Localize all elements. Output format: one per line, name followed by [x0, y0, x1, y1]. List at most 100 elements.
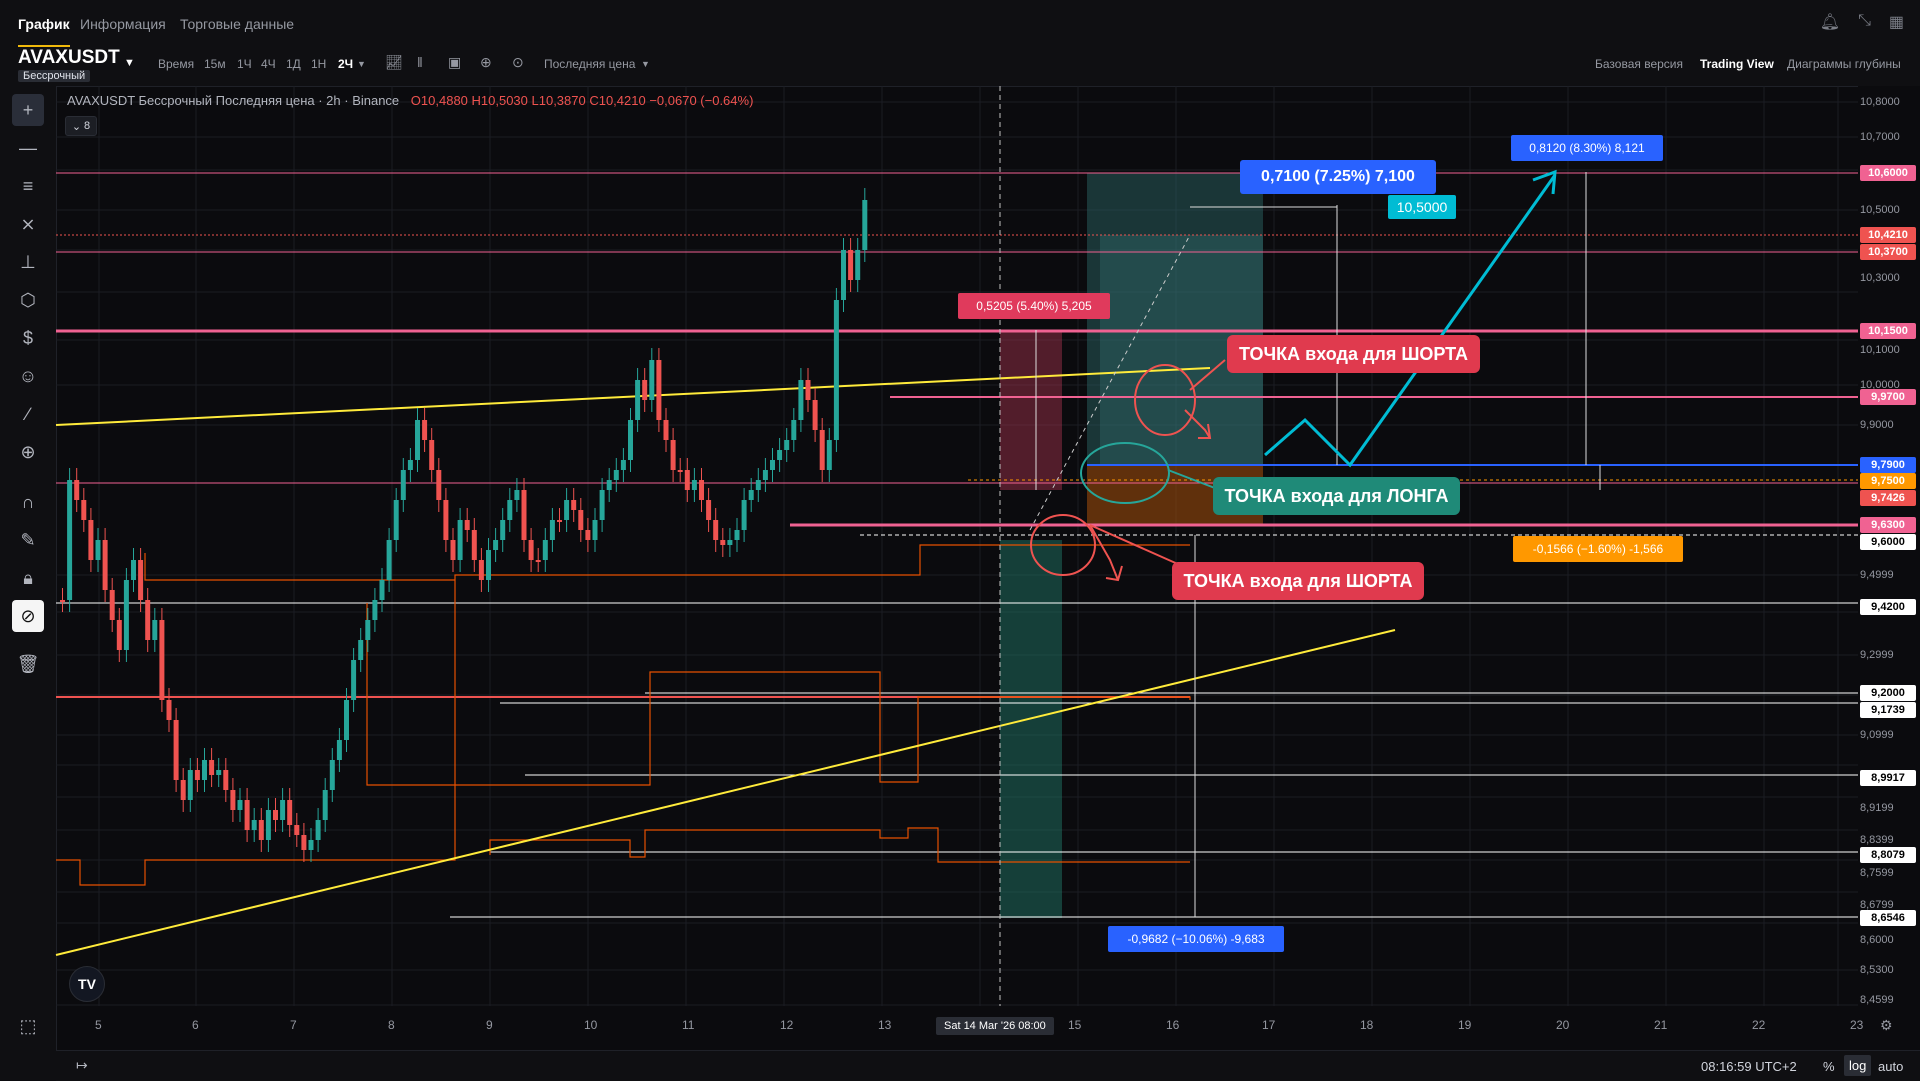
- indicator-count: 8: [84, 120, 91, 132]
- price-level-badge: 9,2000: [1860, 685, 1916, 701]
- interval-1w[interactable]: 1Н: [311, 57, 327, 71]
- interval-1h[interactable]: 1Ч: [237, 57, 252, 71]
- tab-trading-data[interactable]: Торговые данные: [180, 16, 295, 32]
- price-type-select[interactable]: Последняя цена: [544, 57, 636, 71]
- red-line-to-label-upper: [1189, 359, 1226, 391]
- pencil-lock-icon[interactable]: ✎: [20, 529, 36, 550]
- price-type-chevron-icon[interactable]: ▼: [641, 59, 650, 69]
- time-tick-label: 10: [584, 1018, 598, 1032]
- chevron-down-icon[interactable]: ▼: [124, 57, 135, 69]
- candle: [95, 528, 101, 572]
- candle: [422, 408, 428, 452]
- candle: [365, 608, 371, 652]
- interval-chevron-icon[interactable]: ▼: [357, 59, 366, 69]
- magnet-icon[interactable]: ∩: [21, 491, 35, 512]
- log-toggle[interactable]: log: [1844, 1055, 1872, 1076]
- candle: [628, 408, 633, 472]
- candle: [159, 608, 165, 712]
- ruler-icon[interactable]: ∕: [26, 403, 30, 424]
- prediction-icon[interactable]: $: [22, 327, 33, 348]
- clock[interactable]: 08:16:59 UTC+2: [1701, 1059, 1797, 1074]
- hide-drawings-icon[interactable]: ⊘: [12, 600, 44, 632]
- candle: [60, 588, 65, 612]
- candle: [301, 823, 307, 862]
- view-basic[interactable]: Базовая версия: [1595, 57, 1683, 71]
- cyan-arrow-head: [1532, 169, 1557, 195]
- time-scale[interactable]: 5 6 7 8 9 10 11 12 13 15 16 17 18 19 20 21 22 23: [56, 1006, 1863, 1046]
- candle: [670, 428, 676, 482]
- long-entry-callout[interactable]: ТОЧКА входа для ЛОНГА: [1213, 477, 1460, 515]
- red-arrow-lower-head: [1105, 565, 1123, 582]
- pattern-icon[interactable]: ⨯: [20, 213, 36, 234]
- time-tick-label: 17: [1262, 1018, 1276, 1032]
- symbol-name[interactable]: AVAXUSDT: [18, 47, 120, 68]
- short-entry-callout-lower[interactable]: ТОЧКА входа для ШОРТА: [1172, 562, 1424, 600]
- time-tick-label: 6: [192, 1018, 199, 1032]
- candle: [606, 468, 612, 502]
- candle: [216, 758, 222, 787]
- price-level-badge: 9,1739: [1860, 702, 1916, 718]
- candles-icon[interactable]: ‖: [417, 54, 423, 70]
- candle: [656, 348, 662, 432]
- candle: [88, 508, 94, 572]
- yellow-trendline-upper: [55, 367, 1211, 426]
- time-tick-label: 23: [1850, 1018, 1864, 1032]
- trendline-icon[interactable]: —: [19, 137, 37, 158]
- time-tick-label: 7: [290, 1018, 297, 1032]
- candle: [578, 498, 584, 542]
- crosshair-icon[interactable]: +: [12, 94, 44, 126]
- zoom-icon[interactable]: ⊕: [20, 441, 36, 462]
- candle: [265, 798, 271, 852]
- short-entry-callout-upper[interactable]: ТОЧКА входа для ШОРТА: [1227, 335, 1480, 373]
- candle: [699, 468, 704, 512]
- candle: [677, 458, 683, 482]
- candle: [642, 368, 648, 412]
- time-label[interactable]: Время: [158, 57, 195, 71]
- orange-step-indicator-lower: [489, 827, 1190, 863]
- bell-icon[interactable]: 🔔︎: [1819, 14, 1841, 31]
- fib-icon[interactable]: ≡: [22, 175, 34, 196]
- add-icon[interactable]: ⊕: [480, 54, 492, 70]
- red-arrow-upper: [1184, 409, 1211, 439]
- interval-2h[interactable]: 2Ч: [338, 57, 354, 71]
- interval-1d[interactable]: 1Д: [286, 57, 301, 71]
- shapes-icon[interactable]: ⬡: [20, 289, 36, 310]
- candle: [755, 468, 761, 502]
- view-depth[interactable]: Диаграммы глубины: [1787, 57, 1901, 71]
- price-level-badge: 10,4210: [1860, 227, 1916, 243]
- candle: [599, 478, 605, 532]
- grid-icon[interactable]: ▦: [1888, 14, 1904, 31]
- camera-icon[interactable]: ▣: [448, 54, 462, 70]
- chart-legend: AVAXUSDT Бессрочный Последняя цена · 2h …: [67, 93, 753, 108]
- price-tick-label: 8,7599: [1860, 867, 1894, 879]
- emoji-icon[interactable]: ☺: [18, 365, 38, 386]
- candle: [81, 488, 87, 532]
- price-level-badge: 8,9917: [1860, 770, 1916, 786]
- view-tradingview[interactable]: Trading View: [1700, 57, 1774, 71]
- auto-toggle[interactable]: auto: [1878, 1059, 1904, 1074]
- measure-icon[interactable]: ⊥: [20, 251, 36, 272]
- goto-date-icon[interactable]: ↦: [76, 1057, 88, 1073]
- lock-icon[interactable]: 🔒︎: [23, 567, 33, 588]
- percent-toggle[interactable]: %: [1823, 1059, 1835, 1074]
- layers-icon[interactable]: ⬚: [19, 1015, 37, 1036]
- tab-info[interactable]: Информация: [80, 16, 166, 32]
- interval-15m[interactable]: 15м: [204, 57, 226, 71]
- settings-icon[interactable]: ⊙: [512, 54, 524, 70]
- candle: [585, 518, 591, 552]
- long-zone-green: [1000, 540, 1062, 918]
- candle: [202, 748, 207, 792]
- drawing-toolbar: + — ≡ ⨯ ⊥ ⬡ $ ☺ ∕ ⊕ ∩ ✎ 🔒︎ ⊘ 🗑︎ ⬚: [0, 86, 57, 1080]
- legend-collapse-button[interactable]: ⌄ 8: [65, 116, 97, 136]
- candle: [400, 458, 406, 512]
- trash-icon[interactable]: 🗑︎: [16, 653, 40, 674]
- measure-label-3: 0,5205 (5.40%) 5,205: [958, 293, 1110, 319]
- bottom-bar: ↦ 08:16:59 UTC+2 % log auto: [56, 1050, 1920, 1081]
- indicators-icon[interactable]: 📈︎: [385, 54, 403, 70]
- scale-settings-icon[interactable]: ⚙: [1880, 1017, 1893, 1033]
- collapse-icon[interactable]: ⤡: [1858, 12, 1871, 29]
- interval-4h[interactable]: 4Ч: [261, 57, 276, 71]
- time-tick-label: 20: [1556, 1018, 1570, 1032]
- candle: [542, 528, 548, 572]
- tab-chart[interactable]: График: [18, 16, 70, 47]
